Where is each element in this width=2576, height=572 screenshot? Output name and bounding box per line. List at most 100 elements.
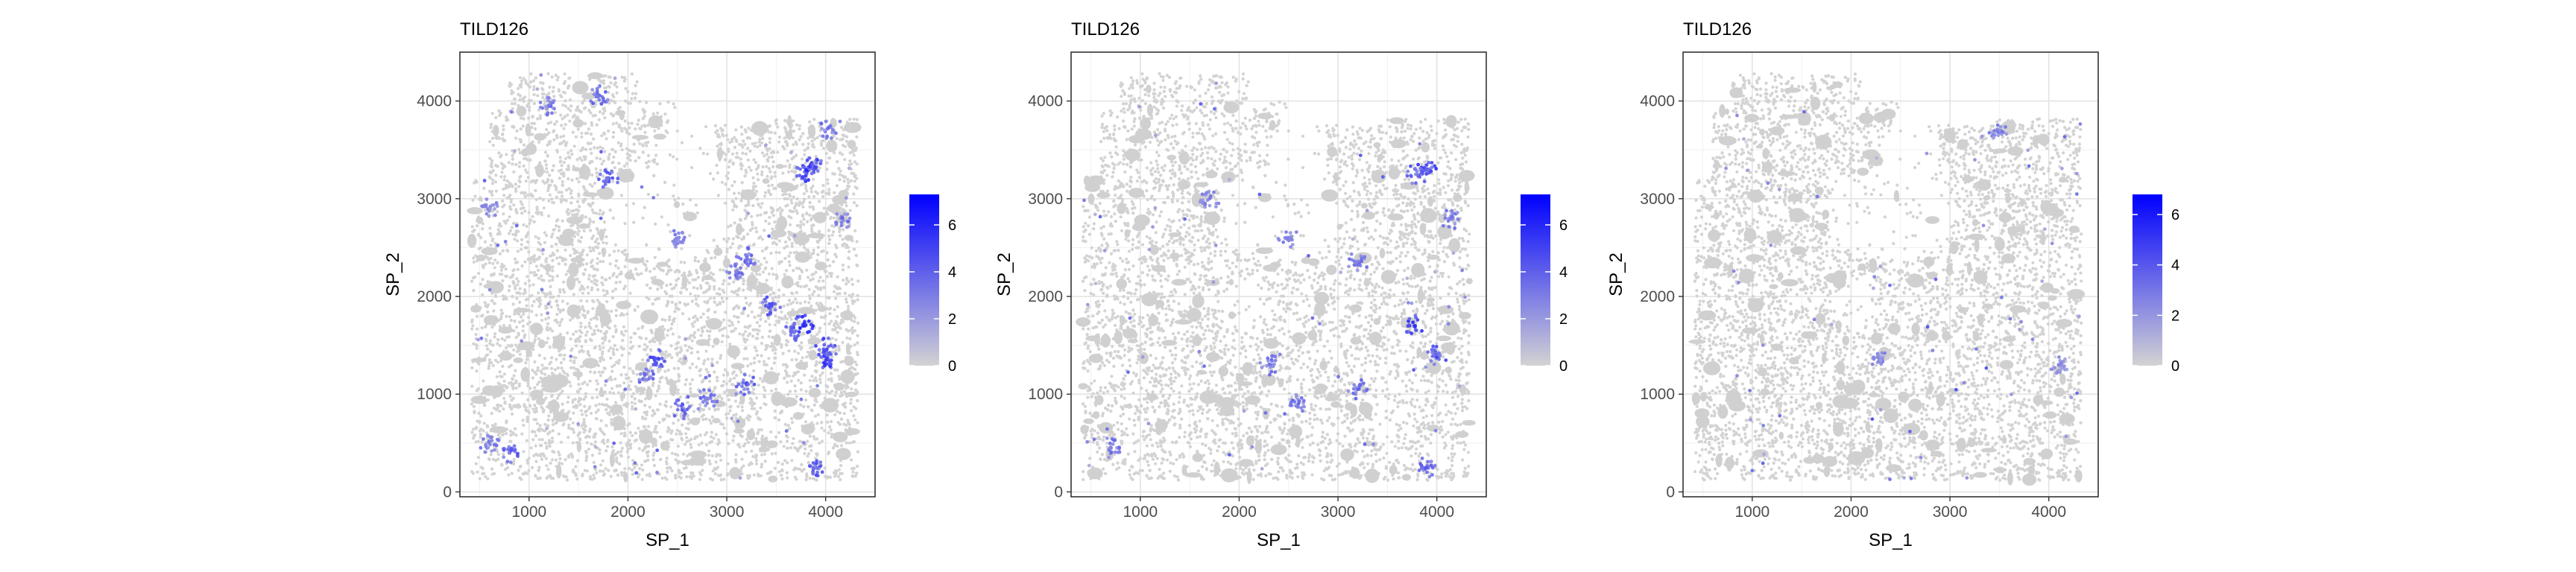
spot [545,127,549,132]
spot [845,297,848,301]
spot [781,171,785,175]
spot [815,136,819,139]
spot [760,341,763,345]
spot [822,147,826,150]
spot [640,272,643,276]
spot [496,228,500,232]
spot [845,300,849,304]
spot [780,477,784,481]
spot [508,285,511,288]
spot [769,251,773,255]
spot [754,226,758,230]
spot [555,120,559,124]
spot [515,325,519,329]
spot [518,287,522,290]
spot [853,316,857,320]
spot [531,214,534,218]
spot [524,156,528,160]
spot [816,245,820,250]
spot [589,370,593,374]
spot [569,254,572,258]
spot [577,400,581,404]
spot [641,216,645,220]
spot [686,422,690,425]
spot [623,222,627,226]
spot [824,152,828,156]
spot [537,465,541,469]
spot [522,223,525,226]
spot [485,424,489,428]
spot [599,463,603,467]
spot [584,413,588,417]
spot [722,373,725,377]
spot [488,339,493,343]
spot [500,273,504,276]
spot [838,411,842,415]
spot [561,317,564,321]
spot [544,317,548,321]
spot [752,369,756,372]
spot [684,383,687,387]
spot [583,316,587,320]
spot [562,139,566,143]
spot [709,422,713,425]
spot [578,205,581,209]
spot [710,358,714,361]
spot [792,371,796,375]
spot [762,360,766,363]
spot [509,200,513,204]
spot [579,409,584,413]
spot [693,320,697,324]
spot [585,441,589,445]
spot [528,387,532,390]
spot [597,212,602,216]
spot [595,171,599,174]
spot [808,434,812,438]
spot [648,270,652,273]
spot [818,276,822,279]
spot [677,197,681,200]
spot [839,287,842,290]
spot [852,153,856,157]
spot [821,279,825,283]
spot [491,261,495,265]
spot [566,107,570,110]
spot [470,430,474,434]
spot [475,346,479,350]
spot [547,316,551,320]
spot [516,267,520,271]
spot [476,327,479,331]
spot [578,387,582,391]
spot [610,369,614,373]
spot [555,396,560,400]
spot [828,264,832,267]
spot [791,442,795,445]
spot [825,251,829,255]
spot [805,355,809,359]
spot [510,471,514,475]
spot [763,363,767,366]
spot [841,393,845,397]
spot [760,141,764,144]
spot [574,344,578,348]
spot [847,305,850,308]
spot [622,325,626,328]
spot [774,387,778,391]
spot [814,376,818,380]
spot [845,204,848,208]
spot [808,477,812,480]
spot [598,469,602,473]
spot [545,328,549,331]
spot [575,177,579,181]
spot [470,225,474,229]
spot [505,314,508,318]
spot [546,214,551,218]
spot [839,478,842,482]
spot [590,454,595,457]
spot [602,159,606,163]
spot [505,153,508,156]
spot [537,380,541,384]
spot [725,240,729,244]
spot [856,293,859,297]
spot [710,415,715,419]
